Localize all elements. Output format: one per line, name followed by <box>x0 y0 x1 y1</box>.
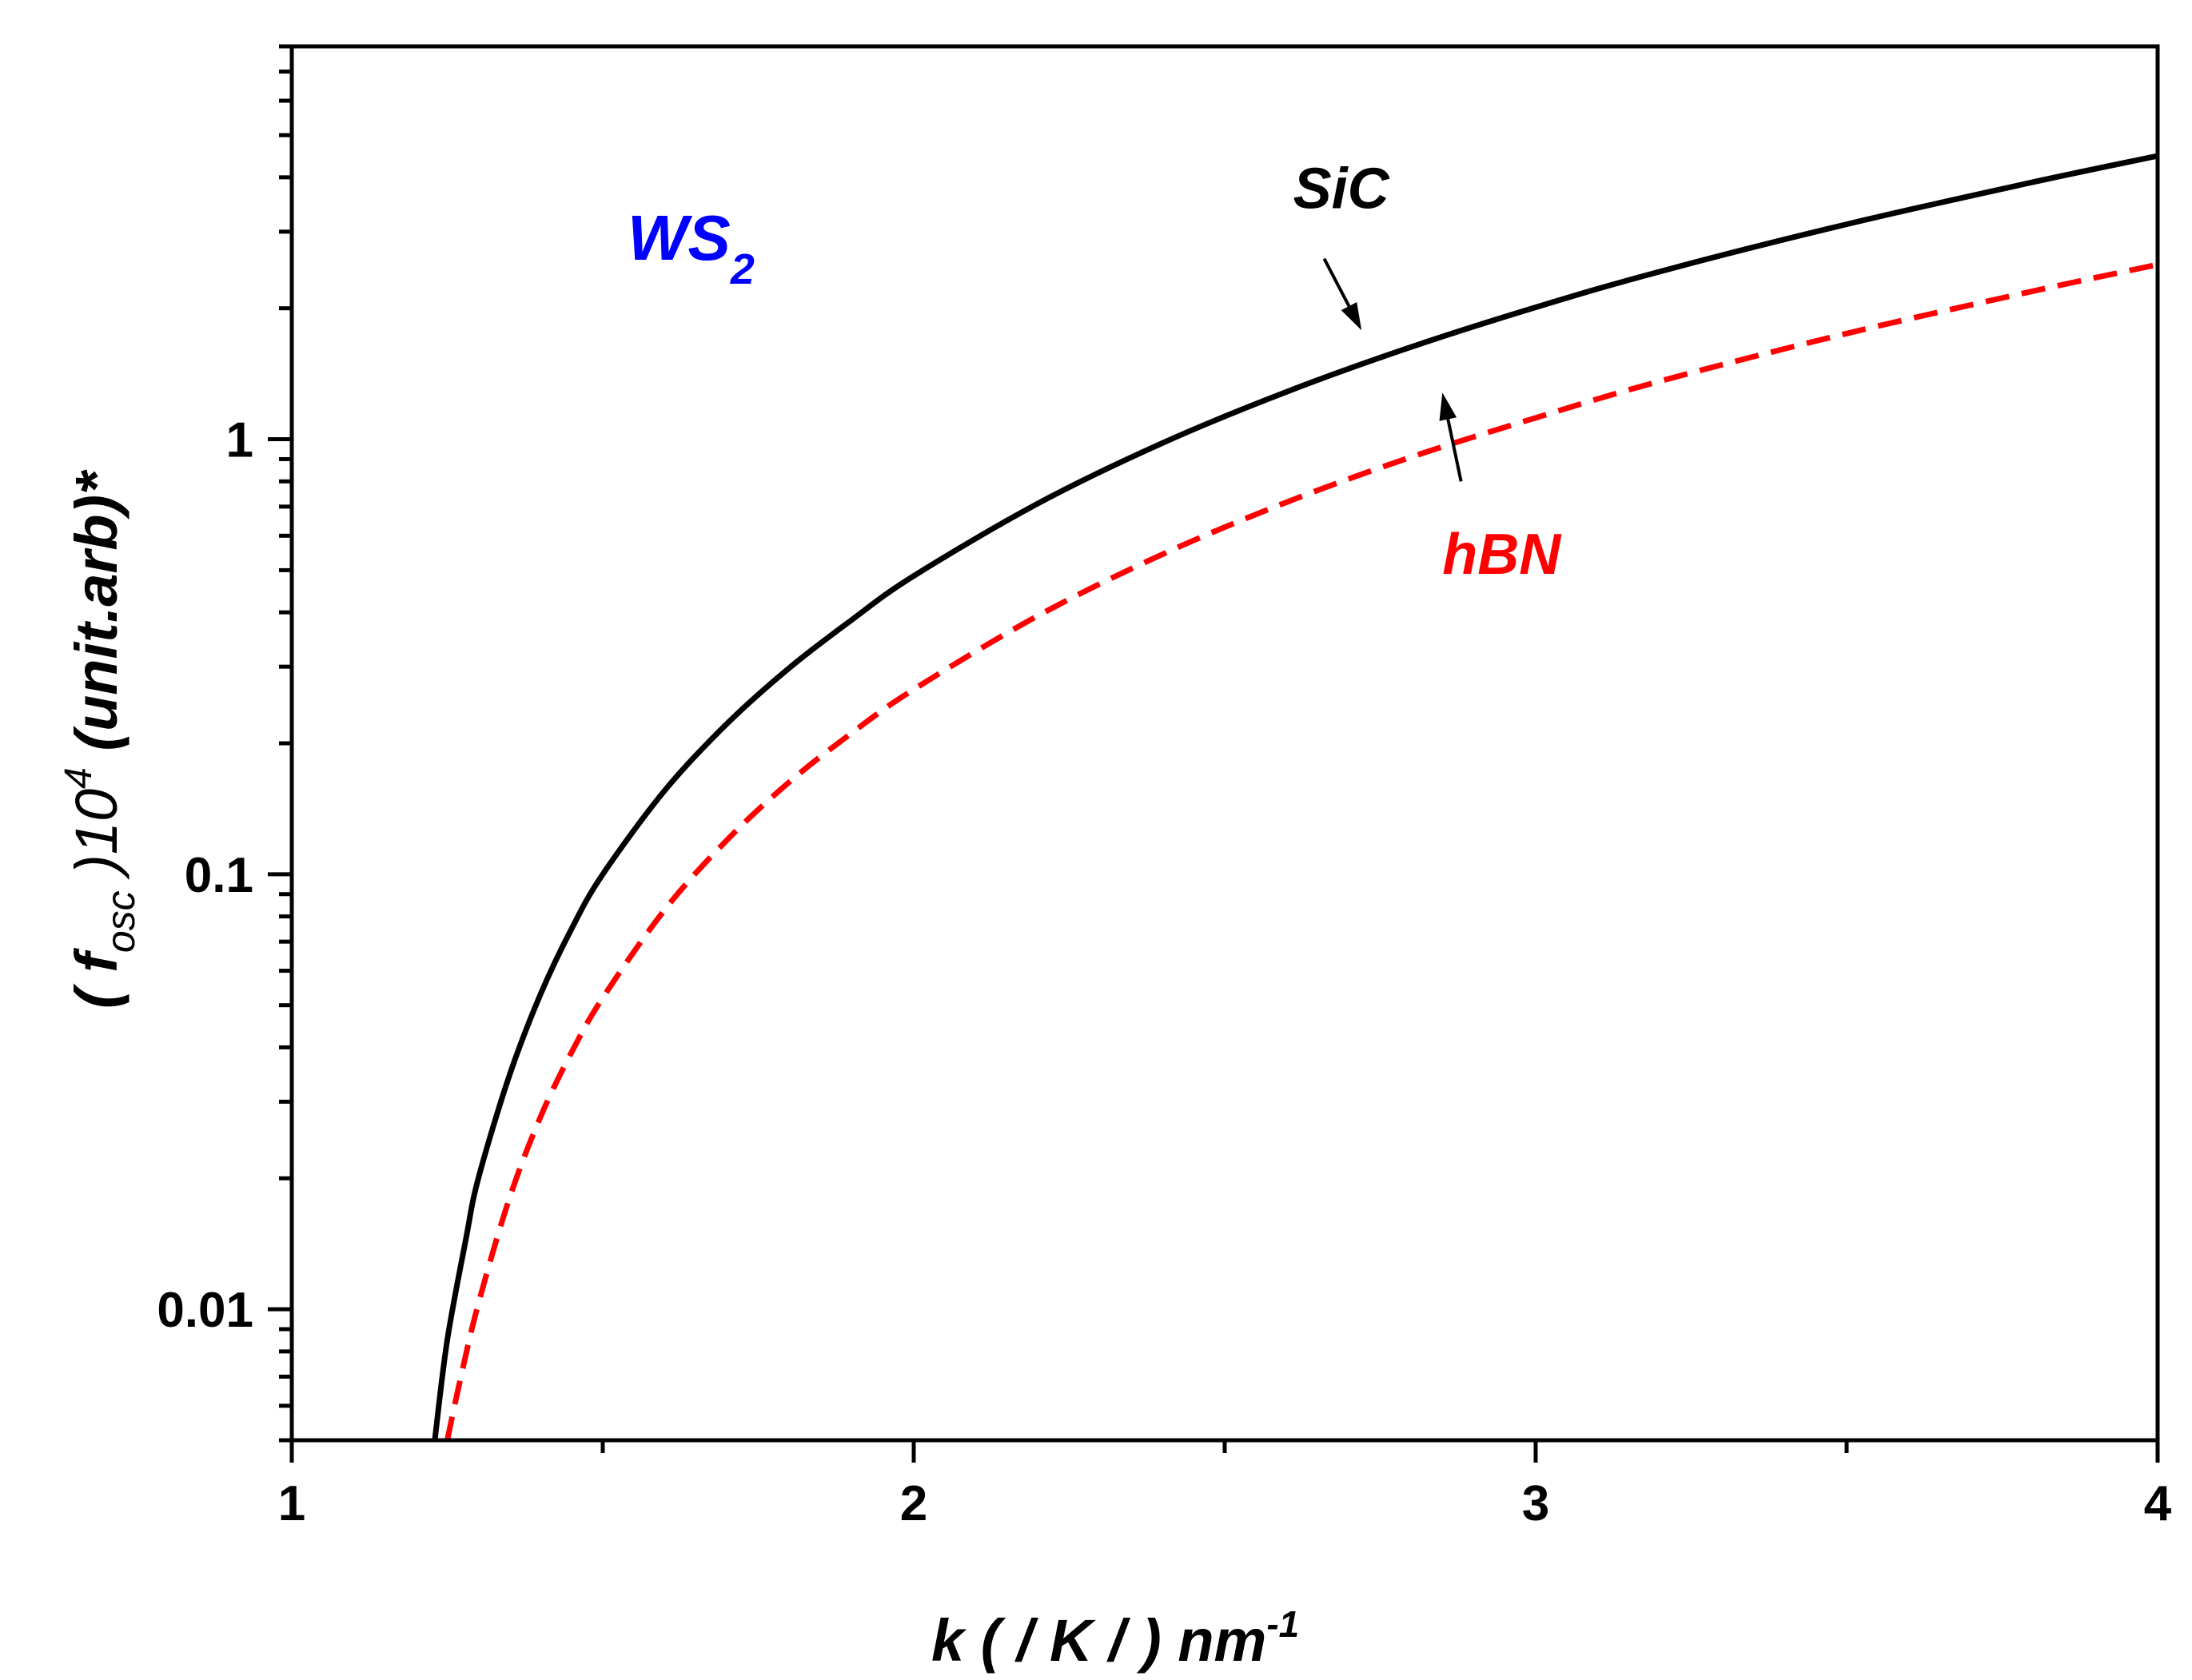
y-tick-label: 1 <box>226 413 253 468</box>
plot-background <box>292 46 2158 1440</box>
y-axis-title-sup: 4 <box>58 767 100 789</box>
material-label-sub: 2 <box>730 245 755 293</box>
annotation-label-SiC: SiC <box>1293 157 1390 221</box>
x-tick-label: 1 <box>278 1476 305 1531</box>
annotation-arrow-hBN <box>1446 419 1463 482</box>
major-ticks <box>268 437 2160 1463</box>
x-axis-title: k ( / K / ) nm-1 <box>931 1603 1299 1674</box>
y-tick-label: 0.1 <box>185 848 253 903</box>
x-axis-title-main: k ( / K / ) nm <box>931 1607 1266 1674</box>
y-axis-title-sub: osc <box>98 890 143 953</box>
x-tick-label: 4 <box>2144 1476 2172 1531</box>
y-tick-label: 0.01 <box>157 1283 253 1338</box>
y-axis-title-tail: (unit.arb)* <box>63 469 130 767</box>
y-axis-title-open: ( <box>63 973 130 1009</box>
material-label: WS2 <box>628 202 755 293</box>
annotations: SiC hBN <box>1293 157 1563 587</box>
series-line-hBN <box>444 261 2158 1441</box>
plot-frame <box>289 44 2160 1443</box>
x-axis-title-sup: -1 <box>1266 1603 1299 1645</box>
series-line-SiC <box>432 153 2158 1441</box>
minor-ticks <box>279 44 1849 1453</box>
tick-labels: 1 2 3 4 0.01 0.1 1 <box>157 413 2171 1531</box>
y-axis-title: ( fosc )104 (unit.arb)* <box>58 469 143 1009</box>
material-label-main: WS <box>628 202 731 273</box>
annotation-arrow-SiC <box>1322 257 1351 308</box>
annotation-label-hBN: hBN <box>1442 523 1562 587</box>
x-tick-label: 3 <box>1522 1476 1549 1531</box>
series-group <box>432 153 2158 1441</box>
y-axis-title-mid: )10 <box>63 789 130 891</box>
annotation-arrowhead-hBN <box>1439 392 1457 421</box>
x-tick-label: 2 <box>900 1476 927 1531</box>
annotation-arrowhead-SiC <box>1341 302 1362 331</box>
